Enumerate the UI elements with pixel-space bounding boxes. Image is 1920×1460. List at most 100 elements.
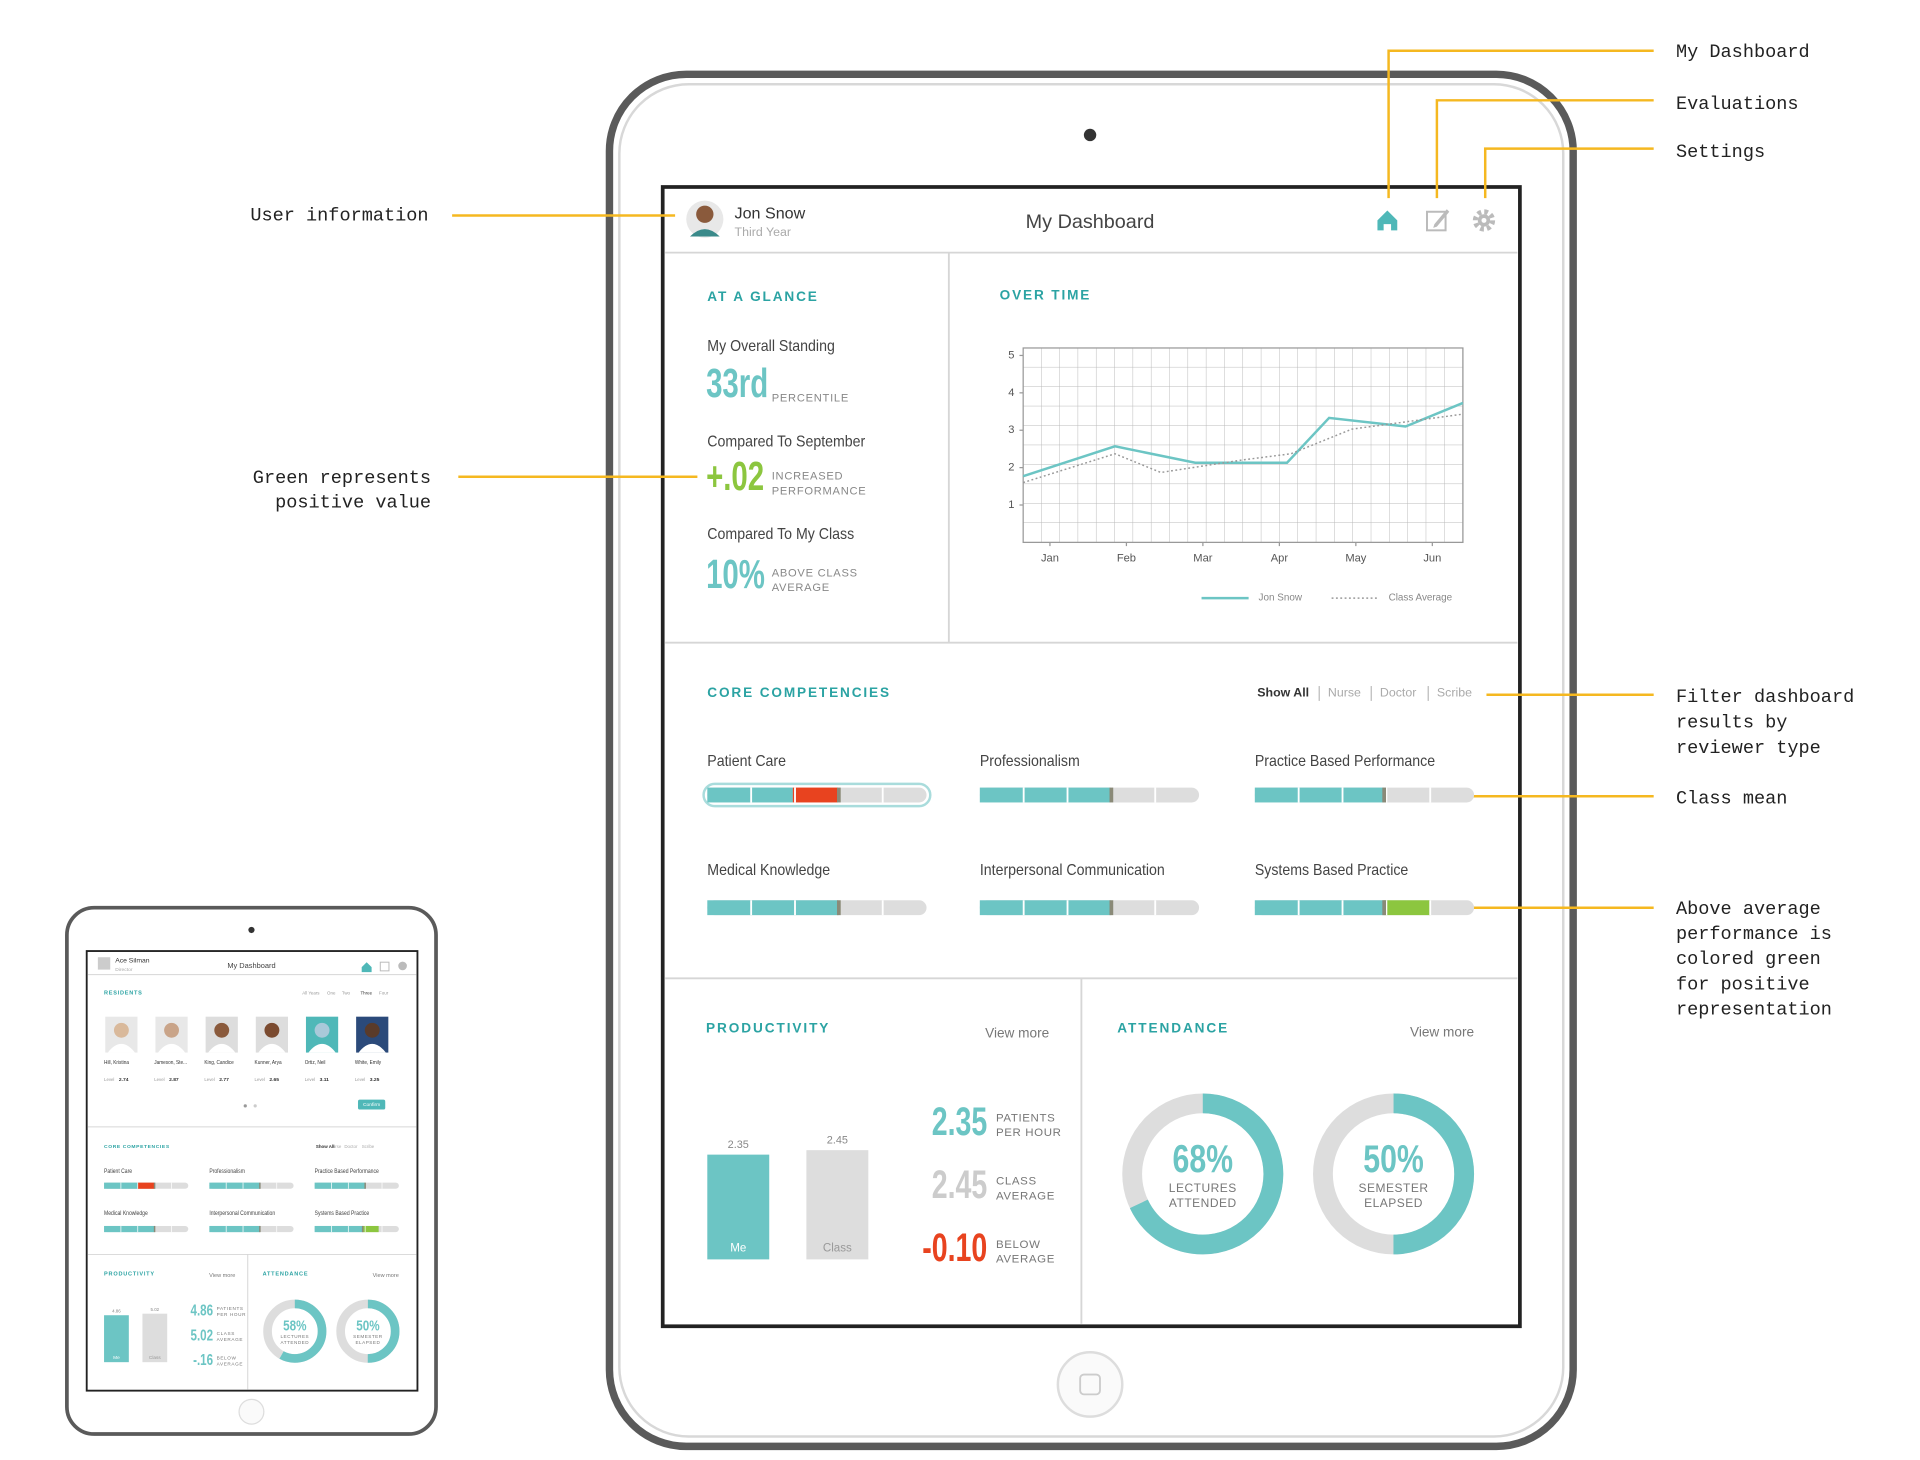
filter-option[interactable]: Doctor bbox=[1380, 686, 1416, 700]
stat-note: PATIENTS bbox=[996, 1112, 1055, 1124]
settings-icon[interactable] bbox=[1472, 209, 1496, 232]
stat-note: AVERAGE bbox=[772, 582, 830, 594]
annotation: results by bbox=[1676, 712, 1787, 733]
edit-icon[interactable] bbox=[1426, 209, 1450, 232]
resident-face bbox=[164, 1022, 179, 1038]
stat-label: Compared To September bbox=[707, 433, 865, 451]
competency-name: Professionalism bbox=[209, 1169, 245, 1175]
resident-body bbox=[208, 1043, 236, 1053]
annotation: Green represents bbox=[253, 468, 431, 489]
page-title: My Dashboard bbox=[227, 961, 275, 970]
tablet-bezel bbox=[618, 82, 1565, 1438]
view-more-link[interactable]: View more bbox=[1410, 1024, 1474, 1039]
home-icon[interactable] bbox=[1377, 210, 1398, 231]
page-dot bbox=[253, 1104, 257, 1108]
filter-option[interactable]: Show All bbox=[316, 1144, 335, 1149]
grid bbox=[1023, 347, 1463, 543]
bar-label: Class bbox=[149, 1355, 161, 1361]
filter-option[interactable]: Nurse bbox=[1328, 686, 1361, 700]
filter-option[interactable]: Two bbox=[342, 990, 351, 995]
resident-body bbox=[157, 1043, 186, 1053]
user-name: Ace Silman bbox=[115, 958, 150, 965]
mini-settings-icon[interactable] bbox=[398, 961, 407, 971]
stat-note: CLASS bbox=[217, 1331, 235, 1336]
page-title: My Dashboard bbox=[1026, 211, 1155, 233]
x-tick-label: Jun bbox=[1423, 552, 1441, 564]
mini-avatar bbox=[97, 957, 111, 970]
filter-option[interactable]: Three bbox=[360, 990, 372, 995]
view-more-link[interactable]: View more bbox=[985, 1026, 1049, 1041]
resident-face bbox=[364, 1022, 380, 1038]
annotation: My Dashboard bbox=[1676, 42, 1810, 63]
mini-camera bbox=[248, 926, 255, 934]
competency-name: Medical Knowledge bbox=[104, 1211, 148, 1217]
stat-value: -0.10 bbox=[922, 1227, 987, 1271]
donut-arc bbox=[1122, 1093, 1284, 1255]
competency-fill bbox=[707, 900, 839, 916]
x-tick-label: Mar bbox=[1193, 552, 1212, 564]
mini-home-icon[interactable] bbox=[361, 962, 372, 973]
productivity-bar bbox=[104, 1315, 129, 1363]
filter-option[interactable]: All Years bbox=[302, 990, 320, 995]
filter-option[interactable]: Nurse bbox=[329, 1144, 341, 1149]
y-tick-label: 4 bbox=[1008, 387, 1014, 399]
donut-label: 50% bbox=[356, 1317, 379, 1334]
filter-option[interactable]: Doctor bbox=[344, 1144, 358, 1149]
x-tick-label: May bbox=[1345, 552, 1366, 564]
competency-name: Interpersonal Communication bbox=[980, 861, 1165, 879]
productivity-bar bbox=[707, 1154, 770, 1260]
bar-value-label: 2.45 bbox=[827, 1135, 848, 1147]
stat-label: Compared To My Class bbox=[707, 525, 854, 543]
resident-level: 3.11 bbox=[320, 1077, 330, 1083]
filter-option[interactable]: Scribe bbox=[362, 1144, 375, 1149]
annotation: User information bbox=[250, 205, 428, 226]
donut-note: ATTENDED bbox=[281, 1340, 310, 1345]
stat-value: 4.86 bbox=[191, 1301, 214, 1319]
stat-note: BELOW bbox=[996, 1239, 1041, 1251]
stat-value: 33rd bbox=[706, 360, 768, 406]
view-more-link[interactable]: View more bbox=[373, 1273, 399, 1279]
y-tick-label: 5 bbox=[1008, 349, 1014, 361]
competency-name: Professionalism bbox=[980, 752, 1080, 770]
bar-value-label: 5.02 bbox=[151, 1307, 160, 1312]
competency-fill bbox=[979, 787, 1112, 803]
annotation: reviewer type bbox=[1676, 738, 1821, 759]
competency-fill bbox=[314, 1182, 366, 1189]
bar-label: Me bbox=[113, 1355, 120, 1361]
filter-option[interactable]: Scribe bbox=[1437, 686, 1472, 700]
resident-level: 2.74 bbox=[119, 1077, 129, 1083]
stat-note: BELOW bbox=[217, 1356, 237, 1361]
competency-name: Interpersonal Communication bbox=[209, 1211, 275, 1217]
resident-level-label: Level bbox=[255, 1077, 265, 1082]
series-line bbox=[1022, 413, 1464, 484]
stat-note: AVERAGE bbox=[217, 1362, 244, 1367]
section-heading: ATTENDANCE bbox=[1117, 1021, 1229, 1036]
resident-name: White, Emily bbox=[355, 1060, 382, 1066]
donut-note: SEMESTER bbox=[1359, 1181, 1429, 1195]
filter-option[interactable]: One bbox=[327, 990, 336, 995]
mini-home-button bbox=[238, 1398, 265, 1425]
x-tick-label: Apr bbox=[1271, 552, 1289, 564]
filter-option[interactable]: Four bbox=[379, 990, 389, 995]
resident-name: King, Candice bbox=[204, 1060, 234, 1066]
confirm-label[interactable]: Confirm bbox=[363, 1102, 380, 1108]
stat-note: PERCENTILE bbox=[772, 393, 849, 405]
stat-note: AVERAGE bbox=[996, 1253, 1055, 1265]
resident-level-label: Level bbox=[355, 1077, 365, 1082]
donut-label: 50% bbox=[1363, 1138, 1424, 1181]
avatar-shirt bbox=[689, 229, 720, 237]
section-heading: ATTENDANCE bbox=[263, 1272, 309, 1278]
bar-value-label: 2.35 bbox=[728, 1139, 749, 1151]
competency-name: Practice Based Performance bbox=[315, 1169, 379, 1175]
confirm-button[interactable] bbox=[357, 1099, 386, 1110]
competency-name: Patient Care bbox=[707, 752, 786, 770]
view-more-link[interactable]: View more bbox=[209, 1273, 235, 1279]
stat-note: PER HOUR bbox=[217, 1312, 247, 1317]
filter-option[interactable]: Show All bbox=[1257, 686, 1309, 700]
annotation: colored green bbox=[1676, 949, 1821, 970]
resident-face bbox=[314, 1022, 330, 1038]
mini-edit-icon[interactable] bbox=[379, 961, 390, 972]
resident-level: 2.77 bbox=[219, 1077, 229, 1083]
x-tick-label: Feb bbox=[1117, 552, 1136, 564]
donut-note: ATTENDED bbox=[1169, 1196, 1237, 1210]
